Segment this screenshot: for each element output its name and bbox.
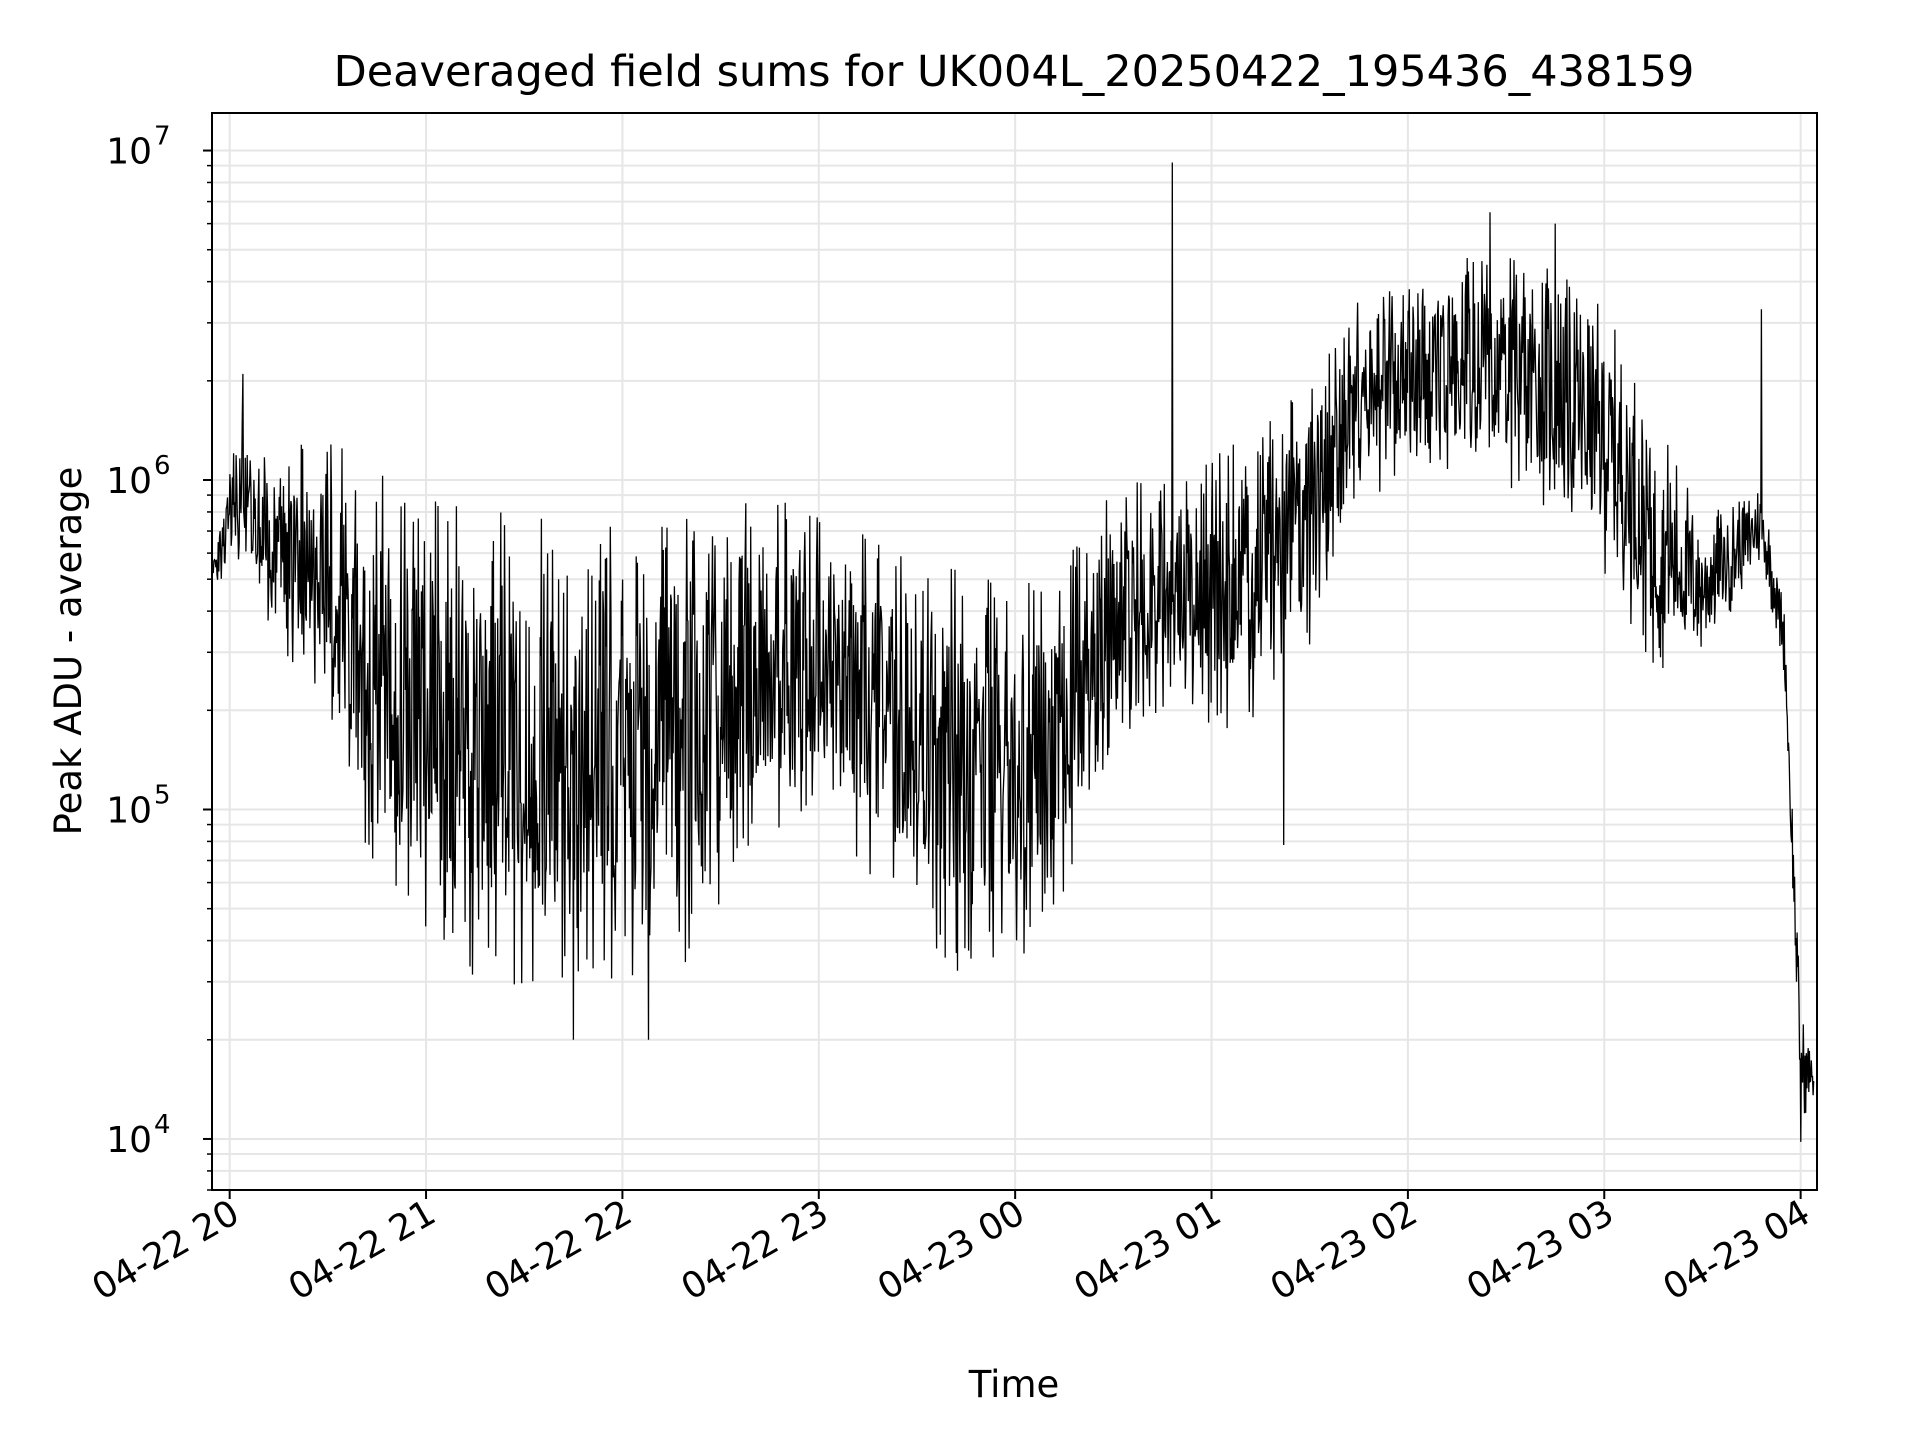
y-tick-base: 10	[106, 790, 152, 831]
y-tick-label: 10 6	[106, 451, 170, 502]
y-tick-exponent: 6	[154, 451, 171, 481]
x-tick-label: 04-23 00	[871, 1192, 1032, 1308]
y-tick-base: 10	[106, 132, 152, 173]
x-tick-label: 04-23 03	[1460, 1192, 1621, 1308]
y-tick-exponent: 4	[154, 1110, 171, 1140]
grid-layer	[212, 113, 1817, 1191]
y-tick-label: 10 7	[106, 122, 170, 173]
y-axis-label: Peak ADU - average	[47, 467, 90, 836]
y-tick-label: 10 4	[106, 1110, 170, 1161]
y-tick-base: 10	[106, 461, 152, 502]
x-tick-label: 04-22 23	[675, 1192, 836, 1308]
y-tick-exponent: 7	[154, 122, 171, 152]
x-tick-label: 04-22 22	[478, 1192, 639, 1308]
x-tick-label: 04-23 02	[1264, 1192, 1425, 1308]
x-tick-label: 04-23 01	[1067, 1192, 1228, 1308]
x-axis-label: Time	[968, 1363, 1060, 1406]
y-tick-base: 10	[106, 1120, 152, 1161]
x-tick-label: 04-22 21	[282, 1192, 443, 1308]
chart-title: Deaveraged field sums for UK004L_2025042…	[334, 47, 1695, 97]
y-tick-exponent: 5	[154, 780, 171, 810]
series-layer	[212, 162, 1815, 1142]
x-tick-label: 04-23 04	[1656, 1192, 1817, 1308]
x-tick-label: 04-22 20	[85, 1192, 246, 1308]
series-line	[212, 162, 1815, 1142]
y-tick-label: 10 5	[106, 780, 170, 831]
